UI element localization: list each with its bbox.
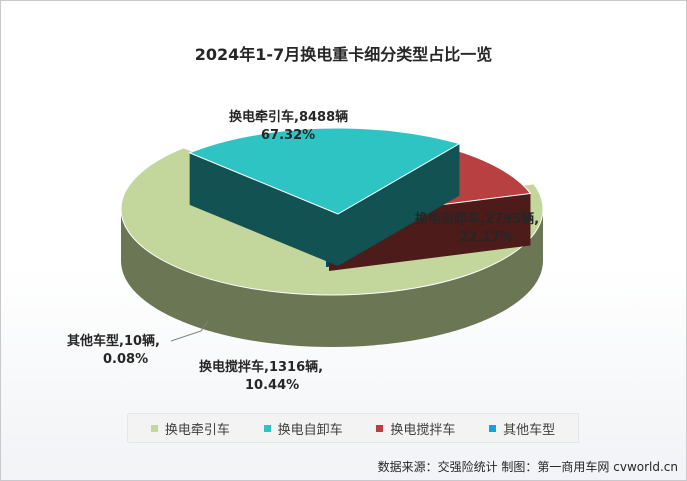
data-label-mixer: 换电搅拌车,1316辆, 10.44% [199,359,323,395]
chart-title: 2024年1-7月换电重卡细分类型占比一览 [194,45,493,64]
legend-label-dump: 换电自卸车 [277,422,343,438]
legend-item-tractor: 换电牵引车 [150,419,230,438]
legend-swatch-other [489,424,497,432]
legend-swatch-mixer [376,424,384,432]
label-mixer-name: 换电搅拌车,1316辆, [199,360,324,375]
label-other-name: 其他车型,10辆, [67,334,160,349]
legend-item-mixer: 换电搅拌车 [376,419,455,438]
pie-top-dump [188,127,461,215]
label-dump-pct: 22.17% [459,230,514,245]
legend-item-dump: 换电自卸车 [263,419,343,438]
pie-slice-dump [188,127,461,266]
pie-cut-dump-1 [338,143,460,266]
legend-item-other: 其他车型 [489,419,555,438]
data-label-other: 其他车型,10辆, 0.08% [67,333,160,369]
legend-label-mixer: 换电搅拌车 [390,422,456,438]
data-label-dump: 换电自卸车,2795辆, 22.17% [415,211,539,247]
label-dump-name: 换电自卸车,2795辆, [415,212,540,227]
legend-label-other: 其他车型 [503,422,556,438]
pie-side-tractor [121,209,543,347]
leader-line-other [170,320,209,342]
label-tractor-pct: 67.32% [261,128,316,143]
chart-legend: 换电牵引车 换电自卸车 换电搅拌车 其他车型 [127,413,579,443]
pie-cut-dump-0 [189,152,338,266]
data-label-tractor: 换电牵引车,8488辆 67.32% [229,109,348,145]
label-mixer-pct: 10.44% [245,378,300,393]
legend-label-tractor: 换电牵引车 [164,422,230,438]
legend-swatch-tractor [150,424,158,432]
label-other-pct: 0.08% [103,352,149,367]
label-tractor-name: 换电牵引车,8488辆 [229,110,349,125]
legend-swatch-dump [263,424,271,432]
source-note: 数据来源：交强险统计 制图：第一商用车网 cvworld.cn [377,460,678,474]
